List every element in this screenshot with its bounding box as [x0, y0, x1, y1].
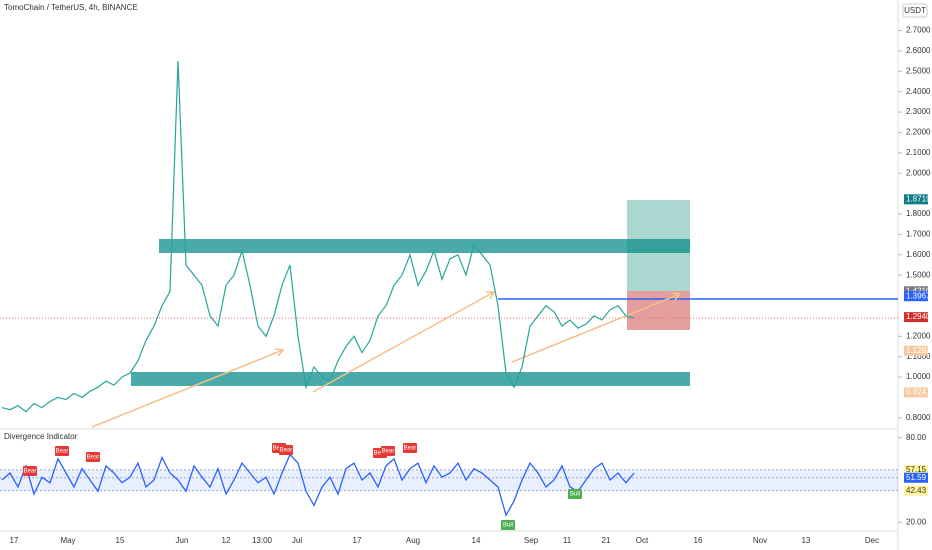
level-tag	[904, 464, 928, 475]
price-tag-label: 1.2940	[906, 312, 931, 321]
support-zone	[131, 372, 690, 386]
signal-label: Bear	[382, 449, 395, 455]
x-tick-label: 17	[353, 536, 362, 545]
x-tick-label: 21	[602, 536, 611, 545]
target-box	[627, 200, 690, 291]
y-tick-label: 1.1000	[906, 352, 931, 361]
signal-label: Bear	[280, 448, 293, 454]
y-tick-label: 1.0000	[906, 372, 931, 381]
signal-label: Bull	[503, 523, 513, 529]
y-tick-label: 1.5000	[906, 270, 931, 279]
signal-tag	[279, 445, 293, 455]
price-tag	[904, 194, 928, 205]
signal-label: Bear	[56, 449, 69, 455]
x-tick-label: 17	[10, 536, 19, 545]
price-tag	[904, 345, 928, 356]
price-tag-label: 1.8719	[906, 194, 931, 203]
arrows	[91, 291, 682, 428]
x-tick-label: 16	[694, 536, 703, 545]
y-tick-label: 20.00	[906, 517, 927, 526]
signal-label: Bear	[374, 451, 387, 457]
arrow	[91, 348, 285, 428]
signal-label: Bull	[570, 492, 580, 498]
arrow	[511, 292, 682, 363]
y-tick-label: 1.6000	[906, 250, 931, 259]
price-tag-label: 1.3967	[906, 291, 931, 300]
currency-box	[902, 3, 928, 18]
level-label: 51.59	[906, 473, 927, 482]
x-tick-label: Dec	[865, 536, 879, 545]
y-tick-label: 1.8000	[906, 209, 931, 218]
currency: USDT	[904, 6, 926, 15]
x-tick-label: Jun	[176, 536, 189, 545]
indicator-line	[1, 453, 635, 517]
resistance-zone	[159, 239, 690, 253]
level-tag	[904, 485, 928, 496]
x-tick-label: Sep	[524, 536, 539, 545]
price-tag-label: 1.4210	[906, 286, 931, 295]
y-tick-label: 2.1000	[906, 148, 931, 157]
signal-tag	[568, 489, 582, 499]
x-tick-label: Oct	[636, 536, 649, 545]
y-tick-label: 80.00	[906, 433, 927, 442]
x-tick-label: May	[60, 536, 75, 545]
x-tick-label: 12	[222, 536, 231, 545]
x-tick-label: Aug	[406, 536, 420, 545]
band	[0, 469, 898, 491]
y-tick-label: 2.6000	[906, 46, 931, 55]
y-tick-label: 2.4000	[906, 87, 931, 96]
price-tag-label: 0.9247	[906, 388, 931, 397]
signal-tag	[86, 452, 100, 462]
chart-title: TomoChain / TetherUS, 4h, BINANCE	[4, 3, 138, 12]
signal-label: Bear	[24, 469, 37, 475]
y-tick-label: 2.0000	[906, 168, 931, 177]
y-tick-label: 2.3000	[906, 107, 931, 116]
x-tick-label: 13	[802, 536, 811, 545]
signal-tag	[501, 520, 515, 530]
level-label: 57.15	[906, 465, 927, 474]
x-tick-label: 15	[116, 536, 125, 545]
stop-box	[627, 291, 690, 330]
y-tick-label: 0.8000	[906, 413, 931, 422]
y-tick-label: 1.2000	[906, 331, 931, 340]
x-tick-label: Nov	[753, 536, 767, 545]
signal-label: Bear	[404, 446, 417, 452]
y-tick-label: 1.7000	[906, 229, 931, 238]
arrow	[312, 291, 496, 393]
signal-tag	[23, 466, 37, 476]
y-tick-label: 2.7000	[906, 26, 931, 35]
price-tag	[904, 312, 928, 323]
signal-tag	[403, 443, 417, 453]
y-tick-label: 2.5000	[906, 66, 931, 75]
x-tick-label: 14	[472, 536, 481, 545]
signal-tag	[381, 446, 395, 456]
price-tag	[904, 387, 928, 398]
signal-tag	[55, 446, 69, 456]
y-tick-label: 2.2000	[906, 128, 931, 137]
level-label: 42.43	[906, 486, 927, 495]
indicator-title: Divergence Indicator	[4, 432, 78, 441]
price-tag-label: 1.1292	[906, 346, 931, 355]
level-tag	[904, 472, 928, 483]
price-tag	[904, 291, 928, 302]
x-tick-label: 11	[563, 536, 572, 545]
x-tick-label: Jul	[292, 536, 302, 545]
price-line	[1, 61, 635, 413]
x-tick-label: 13:00	[252, 536, 273, 545]
signal-label: Bear	[87, 455, 100, 461]
